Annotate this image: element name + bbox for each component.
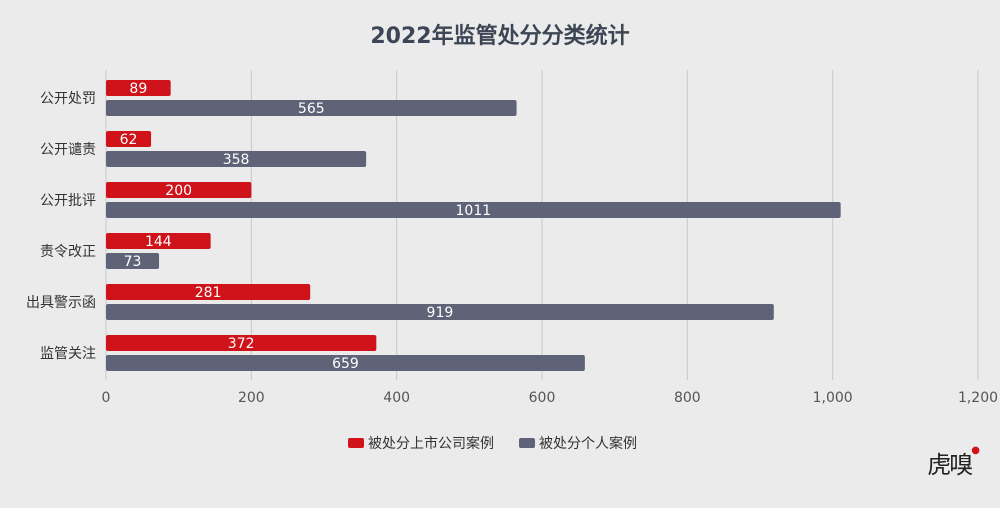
legend: 被处分上市公司案例 被处分个人案例 xyxy=(348,435,637,452)
bar-value-label: 144 xyxy=(145,234,172,250)
x-tick-label: 600 xyxy=(529,390,556,406)
chart-title: 2022年监管处分分类统计 xyxy=(370,23,629,49)
bar-value-label: 281 xyxy=(195,285,222,301)
bar-value-label: 62 xyxy=(120,132,138,148)
bar xyxy=(106,202,841,218)
x-tick-label: 200 xyxy=(238,390,265,406)
category-label: 公开批评 xyxy=(40,193,96,209)
bar xyxy=(106,253,160,269)
category-label: 公开谴责 xyxy=(40,142,96,158)
bar-value-label: 372 xyxy=(228,336,255,352)
bar-value-label: 200 xyxy=(165,183,192,199)
category-label: 公开处罚 xyxy=(40,91,96,107)
bar xyxy=(106,335,377,351)
x-tick-label: 0 xyxy=(102,390,111,406)
bar-value-label: 565 xyxy=(298,101,325,117)
bar-value-label: 919 xyxy=(427,305,454,321)
bar-value-label: 1011 xyxy=(456,203,492,219)
legend-swatch xyxy=(348,438,364,448)
gridlines xyxy=(105,70,979,380)
bar xyxy=(106,182,252,198)
category-label: 出具警示函 xyxy=(26,295,96,311)
category-label: 监管关注 xyxy=(40,346,96,362)
bar xyxy=(106,355,585,371)
x-axis-ticks: 0 200 400 600 800 1,000 1,200 xyxy=(102,390,999,406)
bar xyxy=(106,284,311,300)
bar-value-label: 659 xyxy=(332,356,359,372)
bar xyxy=(106,131,152,147)
x-tick-label: 400 xyxy=(383,390,410,406)
legend-label: 被处分上市公司案例 xyxy=(368,435,494,452)
bar xyxy=(106,233,211,249)
bar-value-label: 73 xyxy=(124,254,142,270)
x-tick-label: 1,000 xyxy=(813,390,853,406)
bar xyxy=(106,304,774,320)
bar xyxy=(106,100,517,116)
bar xyxy=(106,80,171,96)
legend-label: 被处分个人案例 xyxy=(539,435,637,452)
bar xyxy=(106,151,367,167)
bar-value-label: 358 xyxy=(223,152,250,168)
bar-value-label: 89 xyxy=(129,81,147,97)
x-tick-label: 800 xyxy=(674,390,701,406)
category-label: 责令改正 xyxy=(40,244,96,260)
huxiu-logo: 虎嗅● xyxy=(927,445,980,479)
x-tick-label: 1,200 xyxy=(958,390,998,406)
legend-swatch xyxy=(519,438,535,448)
